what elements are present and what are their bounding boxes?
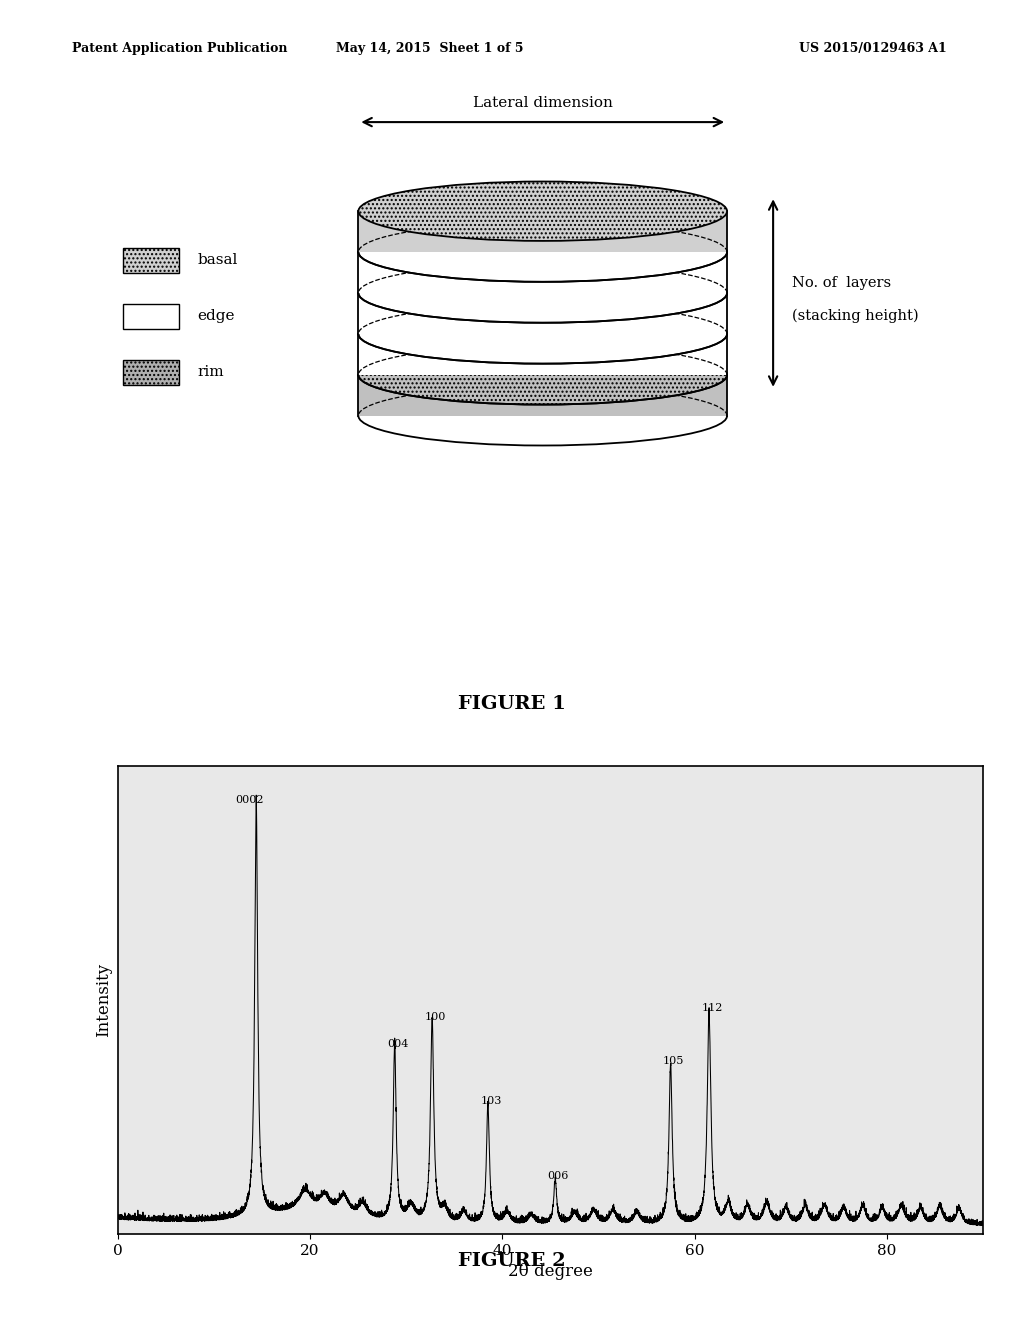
Ellipse shape bbox=[358, 305, 727, 364]
Text: rim: rim bbox=[198, 366, 224, 379]
Text: 112: 112 bbox=[701, 1003, 723, 1014]
Ellipse shape bbox=[358, 223, 727, 282]
Text: 006: 006 bbox=[548, 1171, 569, 1181]
Text: No. of  layers: No. of layers bbox=[792, 276, 891, 290]
Text: edge: edge bbox=[198, 309, 236, 323]
Text: May 14, 2015  Sheet 1 of 5: May 14, 2015 Sheet 1 of 5 bbox=[336, 42, 524, 55]
Text: 004: 004 bbox=[387, 1039, 409, 1048]
Ellipse shape bbox=[358, 346, 727, 405]
Polygon shape bbox=[358, 252, 727, 293]
Bar bbox=[123, 360, 179, 385]
Polygon shape bbox=[358, 293, 727, 334]
Ellipse shape bbox=[358, 263, 727, 323]
Polygon shape bbox=[358, 334, 727, 375]
Text: 105: 105 bbox=[663, 1056, 684, 1067]
Polygon shape bbox=[358, 375, 727, 416]
Text: 0002: 0002 bbox=[236, 796, 263, 805]
X-axis label: 2θ degree: 2θ degree bbox=[508, 1263, 593, 1280]
Ellipse shape bbox=[358, 181, 727, 242]
Text: FIGURE 2: FIGURE 2 bbox=[458, 1251, 566, 1270]
Bar bbox=[123, 248, 179, 273]
Y-axis label: Intensity: Intensity bbox=[95, 962, 113, 1038]
Text: (stacking height): (stacking height) bbox=[792, 309, 919, 323]
Text: basal: basal bbox=[198, 253, 238, 267]
Text: FIGURE 1: FIGURE 1 bbox=[458, 694, 566, 713]
Bar bbox=[123, 304, 179, 329]
Text: Patent Application Publication: Patent Application Publication bbox=[72, 42, 287, 55]
Text: 100: 100 bbox=[425, 1012, 445, 1022]
Text: US 2015/0129463 A1: US 2015/0129463 A1 bbox=[799, 42, 946, 55]
Polygon shape bbox=[358, 211, 727, 252]
Text: Lateral dimension: Lateral dimension bbox=[473, 96, 612, 111]
Text: 103: 103 bbox=[480, 1096, 502, 1106]
